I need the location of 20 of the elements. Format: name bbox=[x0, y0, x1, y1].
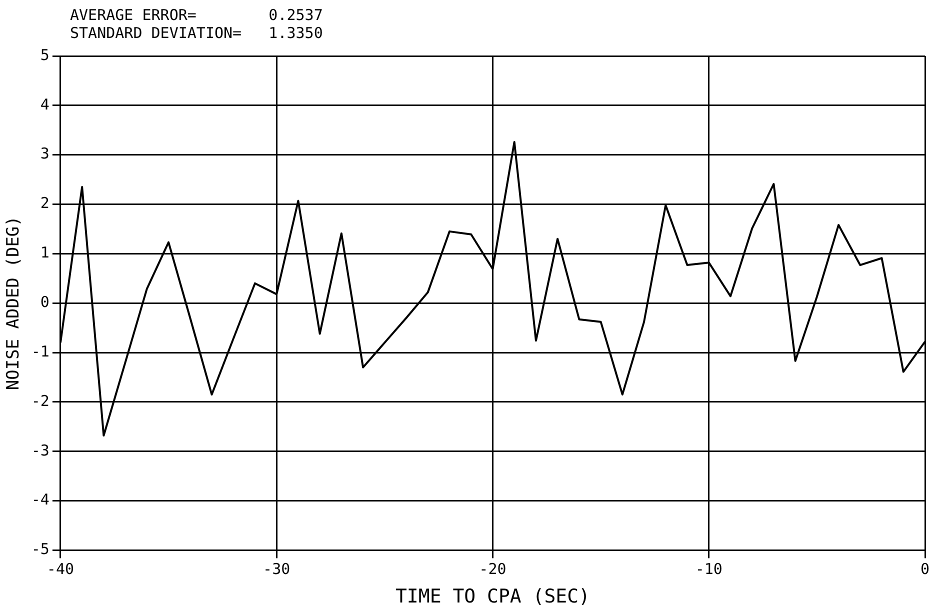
y-tick-label: 0 bbox=[40, 292, 50, 311]
x-tick-label: 0 bbox=[920, 560, 930, 578]
y-tick-label: -2 bbox=[31, 392, 50, 410]
text: AVERAGE ERROR= 0.2537 bbox=[70, 6, 323, 24]
x-tick-label: -30 bbox=[263, 560, 290, 578]
y-axis-title: NOISE ADDED (DEG) bbox=[4, 216, 24, 390]
y-tick-label: 5 bbox=[40, 46, 50, 64]
y-tick-label: -4 bbox=[31, 490, 50, 509]
y-tick-label: -5 bbox=[31, 540, 50, 558]
x-tick-label: -20 bbox=[479, 560, 506, 578]
text: STANDARD DEVIATION= 1.3350 bbox=[70, 24, 323, 42]
y-tick-label: 4 bbox=[40, 95, 50, 114]
y-tick-label: -3 bbox=[31, 441, 50, 460]
x-tick-label: -40 bbox=[46, 560, 74, 578]
x-axis-title: TIME TO CPA (SEC) bbox=[395, 586, 590, 608]
y-tick-label: -1 bbox=[31, 342, 50, 360]
y-tick-label: 1 bbox=[40, 244, 50, 262]
x-tick-label: -10 bbox=[695, 560, 722, 578]
y-tick-label: 2 bbox=[40, 194, 50, 212]
y-tick-label: 3 bbox=[40, 144, 50, 163]
